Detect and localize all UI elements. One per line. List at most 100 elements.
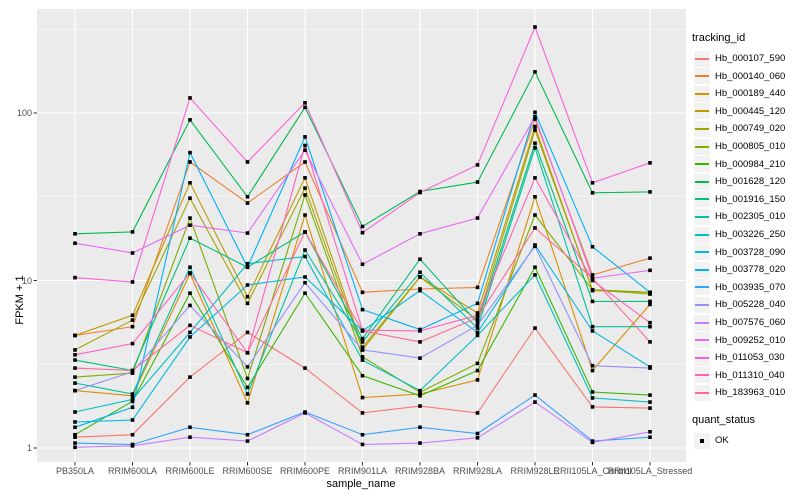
data-point <box>245 330 250 335</box>
data-point <box>360 262 365 267</box>
data-point <box>648 324 652 329</box>
data-point <box>73 441 77 445</box>
y-tick-label: 10 <box>21 275 32 286</box>
data-point <box>418 257 422 262</box>
legend-key-line-icon <box>694 226 710 243</box>
data-point <box>130 230 135 234</box>
data-point <box>360 411 365 415</box>
data-point <box>360 345 365 349</box>
data-point <box>245 201 250 205</box>
data-point <box>73 232 77 236</box>
legend-key-line-icon <box>694 261 710 278</box>
data-point <box>475 180 480 184</box>
data-point <box>590 278 595 283</box>
data-point <box>245 195 250 199</box>
data-point <box>303 105 307 110</box>
data-point <box>130 318 135 322</box>
data-point <box>188 335 192 339</box>
data-point <box>648 366 652 370</box>
data-point <box>360 358 365 362</box>
data-point <box>188 323 192 328</box>
legend-key-line-icon <box>694 208 710 225</box>
legend-item-label: Hb_011310_040 <box>715 369 785 381</box>
legend-item-label: Hb_003728_090 <box>715 246 786 258</box>
legend-key-line-icon <box>694 138 710 155</box>
legend-item-Hb_011310_040: Hb_011310_040 <box>694 367 785 384</box>
data-point <box>418 356 422 360</box>
x-tick-label: RRIM600SE <box>222 466 273 476</box>
data-point <box>130 341 135 346</box>
data-point <box>475 318 480 322</box>
legend-tracking-title: tracking_id <box>692 32 746 44</box>
data-point <box>648 435 652 440</box>
data-point <box>475 216 480 220</box>
legend-item-label: Hb_000749_020 <box>715 123 786 135</box>
legend-item-Hb_003935_070: Hb_003935_070 <box>694 279 785 296</box>
data-point <box>188 160 192 164</box>
legend-key-line-icon <box>694 103 710 120</box>
data-point <box>475 313 480 318</box>
legend-key-line-icon <box>694 173 710 190</box>
data-point <box>188 181 192 185</box>
data-point <box>188 330 192 335</box>
data-point <box>303 186 307 190</box>
data-point <box>533 114 537 119</box>
data-point <box>360 432 365 437</box>
data-point <box>188 118 192 122</box>
data-point <box>360 224 365 229</box>
data-point <box>533 195 537 199</box>
legend-key-line-icon <box>694 332 710 349</box>
legend-item-label: Hb_000805_010 <box>715 141 786 152</box>
legend-item-label: Hb_001628_120 <box>715 176 786 188</box>
data-point <box>475 330 480 335</box>
legend-key-line-icon <box>694 367 710 384</box>
data-point <box>533 141 537 146</box>
x-tick-label: RRII105LA_Control <box>553 466 632 476</box>
data-point <box>533 117 537 121</box>
data-point <box>303 101 307 105</box>
data-point <box>303 254 307 259</box>
data-point <box>303 411 307 415</box>
legend-item-label: Hb_009252_010 <box>715 334 786 346</box>
data-point <box>73 425 77 430</box>
quant-ok-key-icon <box>694 432 710 449</box>
data-point <box>533 128 537 132</box>
data-point <box>475 436 480 440</box>
legend-item-Hb_002305_010: Hb_002305_010 <box>694 208 785 225</box>
legend-item-Hb_009252_010: Hb_009252_010 <box>694 332 785 349</box>
data-point <box>360 307 365 312</box>
data-point <box>188 196 192 200</box>
data-point <box>188 435 192 440</box>
data-point <box>533 273 537 277</box>
legend-item-label: Hb_000984_210 <box>715 158 786 170</box>
legend-item-label: Hb_000140_060 <box>715 70 786 82</box>
data-point <box>648 320 652 325</box>
data-point <box>648 400 652 404</box>
legend-item-label: Hb_011053_030 <box>715 352 785 364</box>
legend-key-line-icon <box>694 85 710 102</box>
data-point <box>475 320 480 325</box>
data-point <box>188 265 192 270</box>
data-point <box>245 283 250 287</box>
legend-item-Hb_000749_020: Hb_000749_020 <box>694 120 785 137</box>
x-tick-label: RRIM600LE <box>165 466 215 476</box>
data-point <box>303 248 307 252</box>
data-point <box>590 324 595 329</box>
data-point <box>648 393 652 397</box>
data-point <box>590 363 595 368</box>
data-point <box>73 432 77 437</box>
data-point <box>245 351 250 355</box>
data-point <box>648 256 652 260</box>
data-point <box>245 160 250 164</box>
data-point <box>245 294 250 299</box>
data-point <box>245 439 250 443</box>
data-point <box>590 287 595 292</box>
data-point <box>533 326 537 330</box>
data-point <box>418 404 422 408</box>
data-point <box>475 311 480 315</box>
data-point <box>533 265 537 270</box>
data-point <box>360 290 365 295</box>
data-point <box>475 285 480 290</box>
x-tick-label: PB350LA <box>55 466 95 476</box>
legend-key-line-icon <box>694 156 710 173</box>
